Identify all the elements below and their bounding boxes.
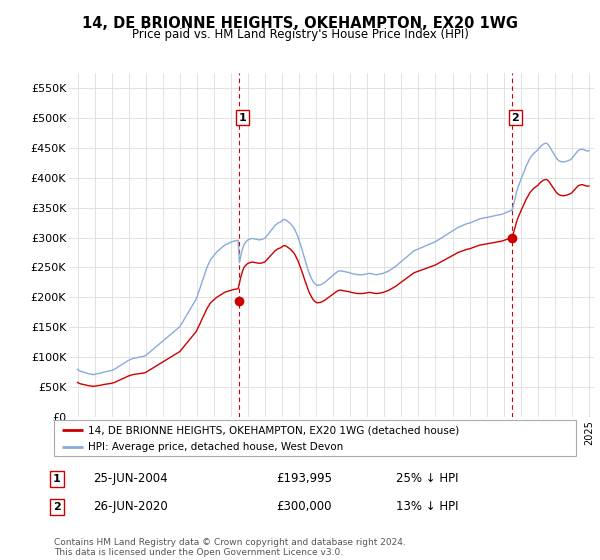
- Text: 25% ↓ HPI: 25% ↓ HPI: [396, 472, 458, 486]
- FancyBboxPatch shape: [54, 420, 576, 456]
- Text: HPI: Average price, detached house, West Devon: HPI: Average price, detached house, West…: [88, 442, 343, 452]
- Text: 25-JUN-2004: 25-JUN-2004: [93, 472, 167, 486]
- Text: 2: 2: [53, 502, 61, 512]
- Text: 1: 1: [239, 113, 247, 123]
- Text: £300,000: £300,000: [276, 500, 331, 514]
- Text: 26-JUN-2020: 26-JUN-2020: [93, 500, 168, 514]
- Text: 14, DE BRIONNE HEIGHTS, OKEHAMPTON, EX20 1WG: 14, DE BRIONNE HEIGHTS, OKEHAMPTON, EX20…: [82, 16, 518, 31]
- Text: 2: 2: [511, 113, 519, 123]
- Text: 14, DE BRIONNE HEIGHTS, OKEHAMPTON, EX20 1WG (detached house): 14, DE BRIONNE HEIGHTS, OKEHAMPTON, EX20…: [88, 425, 459, 435]
- Text: £193,995: £193,995: [276, 472, 332, 486]
- Text: Price paid vs. HM Land Registry's House Price Index (HPI): Price paid vs. HM Land Registry's House …: [131, 28, 469, 41]
- Text: Contains HM Land Registry data © Crown copyright and database right 2024.
This d: Contains HM Land Registry data © Crown c…: [54, 538, 406, 557]
- Text: 13% ↓ HPI: 13% ↓ HPI: [396, 500, 458, 514]
- Text: 1: 1: [53, 474, 61, 484]
